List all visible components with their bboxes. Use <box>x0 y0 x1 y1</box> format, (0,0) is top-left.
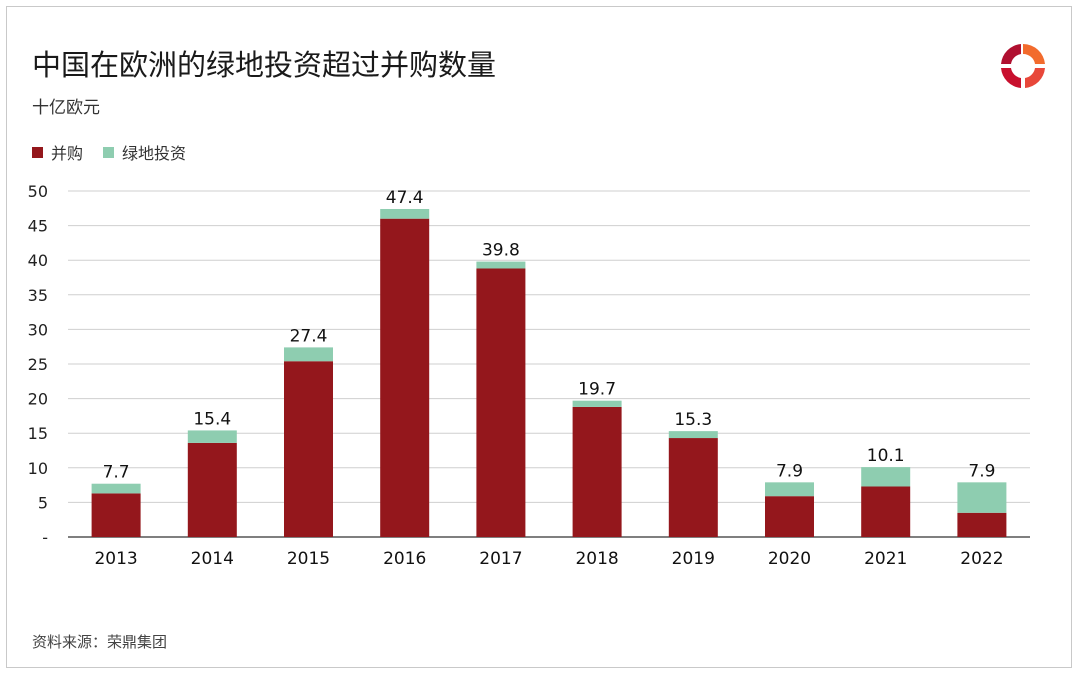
x-tick-label: 2014 <box>191 549 234 569</box>
bar-greenfield-2022 <box>957 482 1007 513</box>
bar-greenfield-2019 <box>668 431 718 439</box>
bar-greenfield-2018 <box>572 400 622 407</box>
legend-item-greenfield: 绿地投资 <box>103 140 186 164</box>
legend-swatch-greenfield <box>103 146 115 158</box>
bar-mna-2022 <box>957 512 1007 537</box>
y-tick-label: 30 <box>28 320 48 339</box>
bar-mna-2013 <box>91 493 141 537</box>
bar-total-label: 47.4 <box>386 188 424 208</box>
bar-mna-2021 <box>861 486 911 537</box>
x-tick-label: 2016 <box>383 549 426 569</box>
rhodium-group-logo-icon <box>1001 43 1045 88</box>
y-tick-label: 50 <box>28 182 48 201</box>
x-tick-label: 2017 <box>479 549 522 569</box>
bar-greenfield-2013 <box>91 483 141 494</box>
bar-total-label: 27.4 <box>290 326 328 346</box>
chart-frame <box>6 6 1072 668</box>
bar-greenfield-2020 <box>765 482 814 497</box>
legend: 并购 绿地投资 <box>32 140 206 164</box>
bar-total-label: 39.8 <box>482 241 520 261</box>
bar-greenfield-2017 <box>476 261 526 269</box>
bar-mna-2014 <box>187 442 237 537</box>
bar-total-label: 7.7 <box>103 463 130 483</box>
y-tick-label: 45 <box>28 217 48 236</box>
bar-greenfield-2021 <box>861 467 911 487</box>
bar-mna-2017 <box>476 268 526 537</box>
legend-label-greenfield: 绿地投资 <box>122 144 187 163</box>
y-tick-label: 10 <box>28 459 48 478</box>
x-tick-label: 2015 <box>287 549 330 569</box>
chart-title: 中国在欧洲的绿地投资超过并购数量 <box>32 48 497 82</box>
source-note: 资料来源：荣鼎集团 <box>32 633 168 651</box>
legend-swatch-mna <box>32 146 43 158</box>
bar-total-label: 7.9 <box>776 461 803 481</box>
y-tick-label: 35 <box>28 286 48 305</box>
x-tick-label: 2018 <box>575 549 618 569</box>
unit-label: 十亿欧元 <box>32 98 100 118</box>
bar-mna-2016 <box>380 218 430 537</box>
bar-total-label: 19.7 <box>578 380 616 400</box>
bar-mna-2020 <box>765 496 814 537</box>
y-tick-label: 40 <box>28 251 48 270</box>
y-tick-label: 25 <box>28 355 48 374</box>
bar-total-label: 15.4 <box>193 409 231 429</box>
x-tick-label: 2020 <box>768 549 811 569</box>
bar-total-label: 10.1 <box>867 446 905 466</box>
y-tick-label: 15 <box>28 424 48 443</box>
x-tick-label: 2019 <box>672 549 715 569</box>
y-tick-label: - <box>42 528 48 547</box>
bar-mna-2019 <box>668 438 718 537</box>
bar-mna-2018 <box>572 406 622 537</box>
bar-greenfield-2014 <box>187 430 237 443</box>
bar-greenfield-2015 <box>284 347 333 362</box>
bar-greenfield-2016 <box>380 208 430 219</box>
y-tick-label: 20 <box>28 390 48 409</box>
x-tick-label: 2013 <box>94 549 137 569</box>
legend-label-mna: 并购 <box>51 144 84 163</box>
y-tick-label: 5 <box>38 493 48 512</box>
legend-item-mna: 并购 <box>32 140 83 164</box>
x-tick-label: 2022 <box>960 549 1003 569</box>
bar-total-label: 7.9 <box>968 461 995 481</box>
x-tick-label: 2021 <box>864 549 907 569</box>
bar-total-label: 15.3 <box>674 410 712 430</box>
bar-mna-2015 <box>284 361 333 537</box>
